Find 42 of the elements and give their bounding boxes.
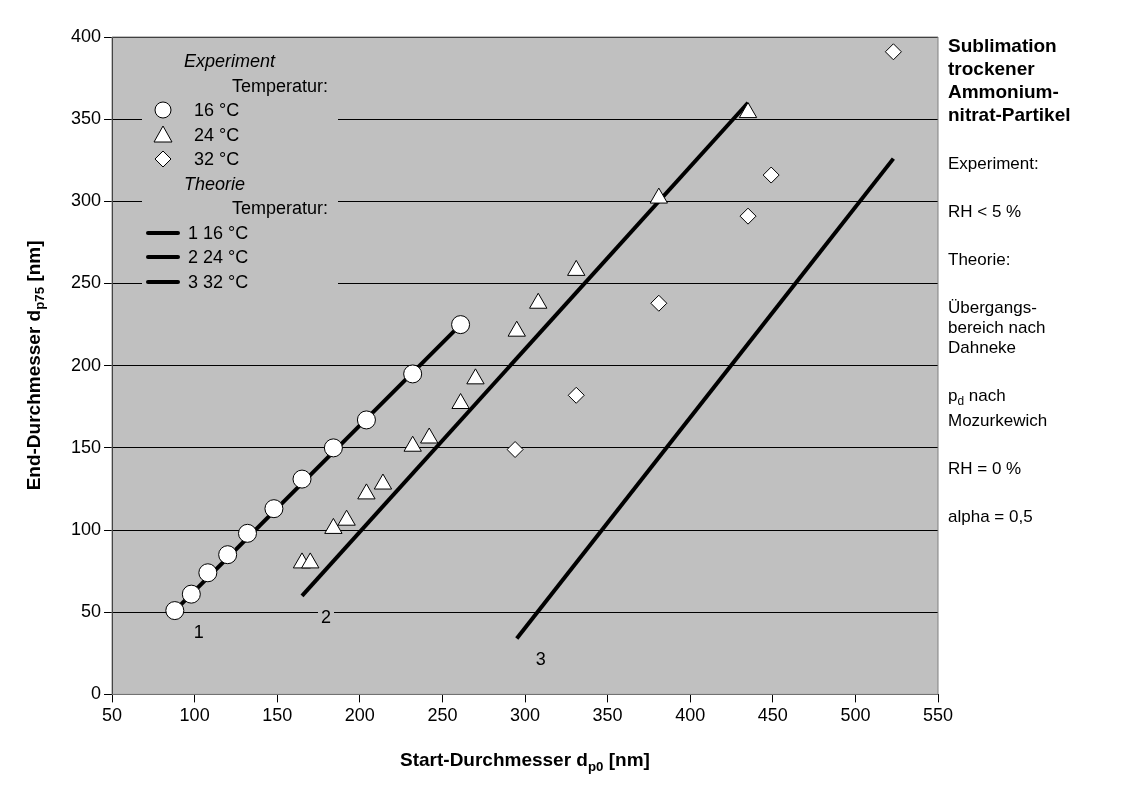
y-tick-label: 300 [70, 190, 102, 211]
text: Theorie: [948, 250, 1012, 270]
x-tick-label: 50 [102, 705, 123, 726]
legend-label: 24 °C [193, 123, 240, 147]
annotation: Temperatur: [231, 74, 329, 98]
annotation: 3 [535, 649, 546, 670]
text: Experiment: [948, 154, 1040, 174]
x-tick-label: 350 [592, 705, 623, 726]
annotation: Theorie [183, 172, 247, 196]
y-tick-label: 250 [70, 272, 102, 293]
text: Übergangs-bereich nach Dahneke [948, 298, 1047, 358]
x-tick-label: 300 [509, 705, 541, 726]
y-tick-label: 50 [81, 601, 102, 622]
text: p$_{d}$ nach Mozurkewich [948, 386, 1048, 432]
text: alpha = 0,5 [948, 507, 1034, 528]
annotation: Experiment [183, 50, 277, 73]
annotation: 1 [193, 621, 204, 642]
text: RH < 5 % [948, 202, 1023, 222]
y-tick-label: 200 [70, 354, 102, 375]
legend-label: 32 °C [193, 148, 240, 171]
legend-label: 2 24 °C [187, 246, 249, 269]
legend-label: 3 32 °C [187, 270, 249, 294]
x-tick-label: 200 [344, 705, 375, 726]
x-tick-label: 450 [757, 705, 788, 726]
y-tick-label: 150 [70, 436, 102, 457]
legend-label: 16 °C [193, 99, 240, 122]
text: RH = 0 % [948, 459, 1023, 480]
x-tick-label: 150 [262, 705, 293, 726]
annotation: 2 [321, 606, 332, 627]
x-axis-title: Start-Durchmesser d$_{p0}$ [nm] [400, 749, 650, 775]
x-tick-label: 500 [840, 705, 871, 726]
text: Sublimation trockener Ammonium-nitrat-Partikel [948, 34, 1072, 126]
x-tick-label: 250 [427, 705, 458, 726]
annotation: Temperatur: [231, 197, 329, 220]
y-tick-label: 100 [70, 519, 102, 540]
y-tick-label: 400 [70, 25, 102, 46]
legend-label: 1 16 °C [187, 221, 249, 245]
y-tick-label: 0 [91, 683, 102, 704]
x-tick-label: 550 [922, 705, 954, 726]
y-tick-label: 350 [70, 108, 102, 129]
x-tick-label: 100 [179, 705, 210, 726]
x-tick-label: 400 [675, 705, 706, 726]
